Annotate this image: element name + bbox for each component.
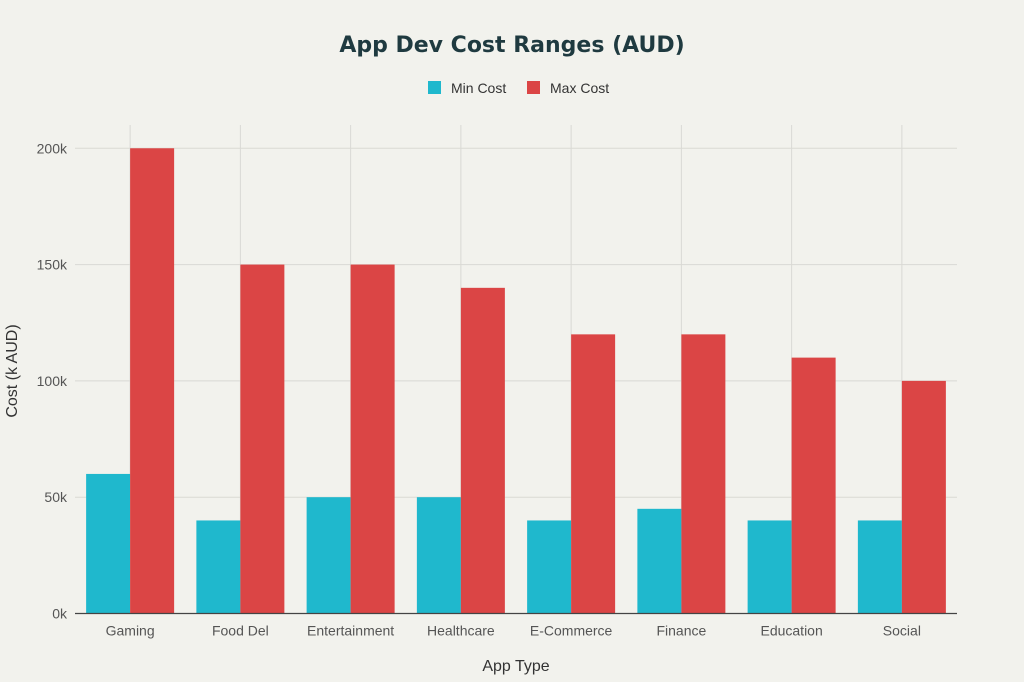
legend-label: Min Cost: [451, 80, 506, 96]
bar-min-cost: [86, 473, 131, 614]
x-tick-labels: Gaming Food Del Entertainment Healthcare E-C…: [106, 623, 921, 639]
bar-min-cost: [196, 520, 241, 614]
bar-min-cost: [857, 520, 902, 614]
x-tick-label: Healthcare: [427, 623, 495, 639]
x-tick-label: Social: [883, 623, 921, 639]
y-tick-labels: 0k 50k 100k 150k 200k: [37, 140, 68, 621]
legend: Min Cost Max Cost: [428, 80, 609, 96]
x-axis-title: App Type: [482, 658, 549, 675]
x-tick-label: Food Del: [212, 623, 269, 639]
bar-max-cost: [681, 334, 726, 614]
bar-max-cost: [460, 287, 505, 614]
bar-max-cost: [791, 357, 836, 614]
bar-min-cost: [747, 520, 792, 614]
legend-item: Max Cost: [527, 80, 609, 96]
legend-swatch: [527, 81, 540, 94]
bar-min-cost: [637, 508, 682, 614]
bar-max-cost: [901, 380, 946, 614]
x-tick-label: E-Commerce: [530, 623, 613, 639]
bar-max-cost: [130, 148, 175, 614]
bar-min-cost: [527, 520, 572, 614]
y-tick-label: 200k: [37, 140, 68, 156]
y-tick-label: 50k: [44, 489, 68, 505]
y-tick-label: 0k: [52, 606, 68, 622]
bars: [86, 148, 946, 614]
bar-max-cost: [240, 264, 285, 614]
legend-swatch: [428, 81, 441, 94]
y-tick-label: 100k: [37, 373, 68, 389]
y-axis-title: Cost (k AUD): [4, 324, 21, 417]
y-tick-label: 150k: [37, 257, 68, 273]
bar-max-cost: [350, 264, 395, 614]
x-tick-label: Entertainment: [307, 623, 394, 639]
bar-min-cost: [306, 497, 351, 614]
x-tick-label: Gaming: [106, 623, 155, 639]
legend-label: Max Cost: [550, 80, 609, 96]
x-tick-label: Education: [760, 623, 822, 639]
chart-title: App Dev Cost Ranges (AUD): [339, 33, 684, 58]
legend-item: Min Cost: [428, 80, 506, 96]
x-tick-label: Finance: [656, 623, 706, 639]
bar-min-cost: [416, 497, 461, 614]
bar-max-cost: [571, 334, 616, 614]
